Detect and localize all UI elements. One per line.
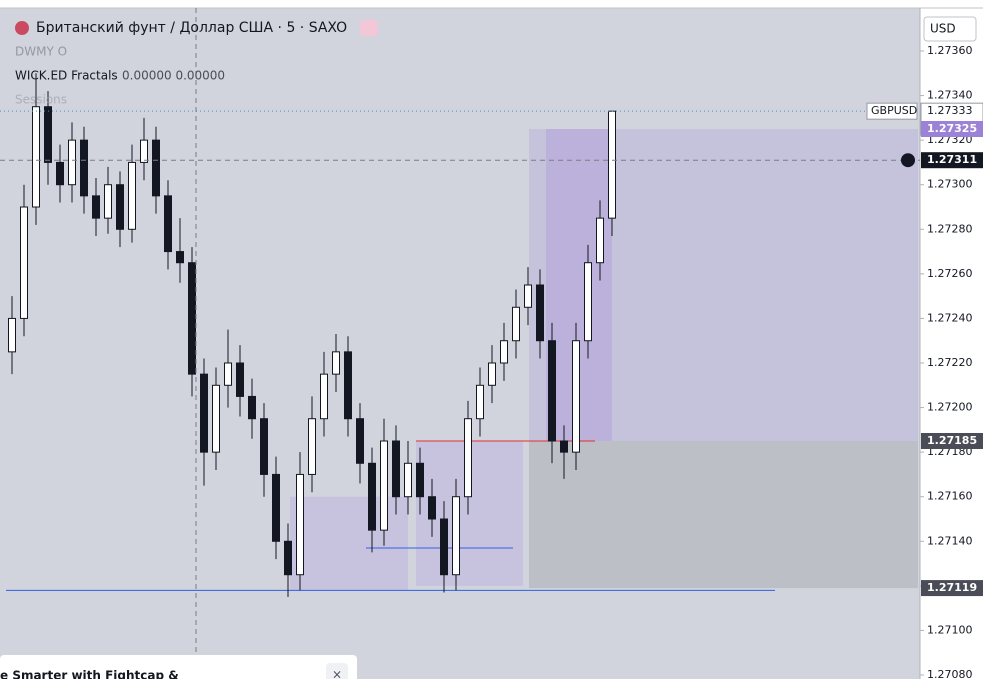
candle-body (608, 110, 616, 219)
candle-body (344, 351, 352, 420)
y-tick-label: 1.27240 (927, 311, 973, 324)
price-label: 1.27185 (927, 434, 977, 447)
candle-body (248, 395, 256, 420)
candle-body (140, 139, 148, 163)
candle-body (152, 139, 160, 197)
indicator: Sessions (15, 93, 67, 107)
price-label-box (921, 580, 983, 597)
candle-body (200, 373, 208, 453)
candle-body (380, 440, 388, 531)
candle-body (452, 496, 460, 576)
candle-body (188, 262, 196, 375)
candle-body (536, 284, 544, 342)
y-tick-label: 1.27360 (927, 44, 973, 57)
close-icon: × (332, 668, 342, 680)
indicator: WICK.ED Fractals (15, 69, 118, 83)
candle-body (476, 384, 484, 420)
y-tick-label: 1.27220 (927, 356, 973, 369)
currency: USD (930, 22, 956, 36)
candle-body (92, 195, 100, 219)
candle-body (212, 384, 220, 453)
close-button[interactable] (326, 663, 348, 683)
price-label: 1.27333 (927, 104, 973, 117)
indicator: DWMY O (15, 45, 67, 59)
candle-body (224, 362, 232, 386)
candle-body (8, 317, 16, 353)
zone (529, 441, 918, 589)
badge[interactable] (360, 20, 378, 36)
price-label: 1.27325 (927, 122, 977, 135)
candle-body (404, 462, 412, 498)
price-label: 1.27311 (927, 153, 977, 166)
candle-body (440, 518, 448, 576)
price-label-box (921, 433, 983, 449)
candle-body (488, 362, 496, 386)
candle-body (80, 139, 88, 197)
candle-body (464, 418, 472, 498)
candle-body (596, 217, 604, 264)
candle-body (20, 206, 28, 319)
candle-body (32, 106, 40, 208)
add-button[interactable] (901, 153, 915, 168)
candle-body (68, 139, 76, 186)
price-label-box (921, 152, 983, 169)
y-tick-label: 1.27340 (927, 89, 973, 102)
candle-body (104, 184, 112, 219)
candle-body (308, 418, 316, 475)
symbol-title: Британский фунт / Доллар США · 5 · SAXO (36, 20, 347, 36)
candle-body (392, 440, 400, 498)
candle-body (332, 351, 340, 375)
y-tick-label: 1.27300 (927, 178, 973, 191)
y-tick-label: 1.27200 (927, 401, 973, 414)
candle-body (320, 373, 328, 420)
flag-icon (15, 21, 29, 35)
candle-body (44, 106, 52, 163)
candle-body (572, 340, 580, 453)
candle-body (428, 496, 436, 520)
y-tick-label: 1.27160 (927, 490, 973, 503)
candle-body (164, 195, 172, 253)
symbol-label-box (866, 102, 918, 120)
candle-body (176, 251, 184, 264)
price-label-box (921, 121, 983, 137)
price-label: 1.27119 (927, 581, 977, 594)
symbol-label: GBPUSD (871, 104, 917, 117)
candle-body (284, 540, 292, 576)
candle-body (500, 340, 508, 364)
candle-body (236, 362, 244, 397)
candle-body (548, 340, 556, 442)
candle-body (560, 440, 568, 453)
y-tick-label: 1.27100 (927, 623, 973, 636)
candle-body (416, 462, 424, 498)
zone (290, 496, 408, 591)
candle-body (356, 418, 364, 464)
y-tick-label: 1.27260 (927, 267, 973, 280)
currency-select[interactable] (923, 16, 977, 42)
candle-body (512, 306, 520, 342)
candle-body (584, 262, 592, 342)
candle-body (296, 473, 304, 576)
candle-body (368, 462, 376, 531)
candle-body (128, 161, 136, 230)
candle-body (272, 473, 280, 542)
banner-text: e Smarter with Fightcap & (0, 669, 179, 680)
banner[interactable] (0, 655, 357, 683)
y-tick-label: 1.27280 (927, 222, 973, 235)
candle-body (116, 184, 124, 230)
candle-body (260, 418, 268, 475)
candle-body (524, 284, 532, 308)
y-tick-label: 1.27080 (927, 668, 973, 679)
indicator-values: 0.00000 0.00000 (122, 69, 225, 83)
y-tick-label: 1.27140 (927, 534, 973, 547)
candle-body (56, 161, 64, 186)
